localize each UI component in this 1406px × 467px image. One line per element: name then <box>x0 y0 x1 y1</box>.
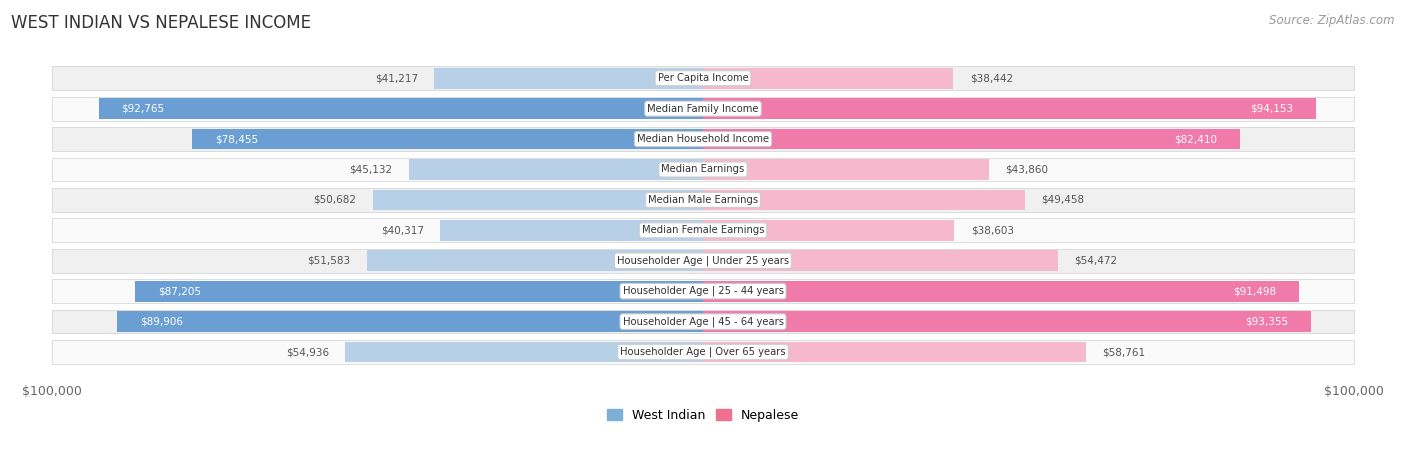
Bar <box>52 219 1354 242</box>
Bar <box>373 190 703 210</box>
Text: $89,906: $89,906 <box>141 317 183 326</box>
Text: $91,498: $91,498 <box>1233 286 1277 296</box>
Text: $45,132: $45,132 <box>350 164 392 175</box>
Text: Householder Age | 25 - 44 years: Householder Age | 25 - 44 years <box>623 286 783 297</box>
Text: $87,205: $87,205 <box>157 286 201 296</box>
Text: $78,455: $78,455 <box>215 134 257 144</box>
Bar <box>409 159 703 180</box>
Text: $92,765: $92,765 <box>121 104 165 113</box>
Bar <box>52 97 1354 120</box>
Text: $94,153: $94,153 <box>1250 104 1294 113</box>
Bar <box>344 342 703 362</box>
Text: $50,682: $50,682 <box>314 195 357 205</box>
Bar <box>440 220 703 241</box>
Bar <box>52 340 1354 364</box>
Text: Householder Age | 45 - 64 years: Householder Age | 45 - 64 years <box>623 316 783 327</box>
Text: $54,472: $54,472 <box>1074 256 1118 266</box>
Bar <box>434 68 703 89</box>
Bar <box>703 98 1316 119</box>
Legend: West Indian, Nepalese: West Indian, Nepalese <box>602 403 804 427</box>
Text: Per Capita Income: Per Capita Income <box>658 73 748 83</box>
Bar <box>703 311 1312 332</box>
Text: $82,410: $82,410 <box>1174 134 1218 144</box>
Text: WEST INDIAN VS NEPALESE INCOME: WEST INDIAN VS NEPALESE INCOME <box>11 14 311 32</box>
Bar <box>703 281 1299 302</box>
Bar <box>52 66 1354 90</box>
Text: $54,936: $54,936 <box>285 347 329 357</box>
Text: $38,603: $38,603 <box>970 226 1014 235</box>
Bar <box>98 98 703 119</box>
Bar <box>52 249 1354 273</box>
Bar <box>52 127 1354 151</box>
Bar <box>703 342 1085 362</box>
Bar <box>703 68 953 89</box>
Bar <box>367 250 703 271</box>
Bar <box>117 311 703 332</box>
Bar <box>52 310 1354 333</box>
Bar <box>703 220 955 241</box>
Bar <box>703 129 1240 149</box>
Text: Median Male Earnings: Median Male Earnings <box>648 195 758 205</box>
Text: $58,761: $58,761 <box>1102 347 1146 357</box>
Bar <box>52 279 1354 303</box>
Text: Median Family Income: Median Family Income <box>647 104 759 113</box>
Text: $40,317: $40,317 <box>381 226 425 235</box>
Text: $93,355: $93,355 <box>1246 317 1288 326</box>
Text: Source: ZipAtlas.com: Source: ZipAtlas.com <box>1270 14 1395 27</box>
Bar <box>52 188 1354 212</box>
Bar <box>703 190 1025 210</box>
Text: Median Female Earnings: Median Female Earnings <box>641 226 765 235</box>
Text: $38,442: $38,442 <box>970 73 1012 83</box>
Text: Median Household Income: Median Household Income <box>637 134 769 144</box>
Bar <box>52 158 1354 181</box>
Text: $41,217: $41,217 <box>375 73 418 83</box>
Bar <box>703 159 988 180</box>
Bar <box>703 250 1057 271</box>
Text: Householder Age | Under 25 years: Householder Age | Under 25 years <box>617 255 789 266</box>
Text: $51,583: $51,583 <box>308 256 350 266</box>
Text: $43,860: $43,860 <box>1005 164 1047 175</box>
Text: Householder Age | Over 65 years: Householder Age | Over 65 years <box>620 347 786 357</box>
Bar <box>135 281 703 302</box>
Bar <box>191 129 703 149</box>
Text: $49,458: $49,458 <box>1042 195 1084 205</box>
Text: Median Earnings: Median Earnings <box>661 164 745 175</box>
